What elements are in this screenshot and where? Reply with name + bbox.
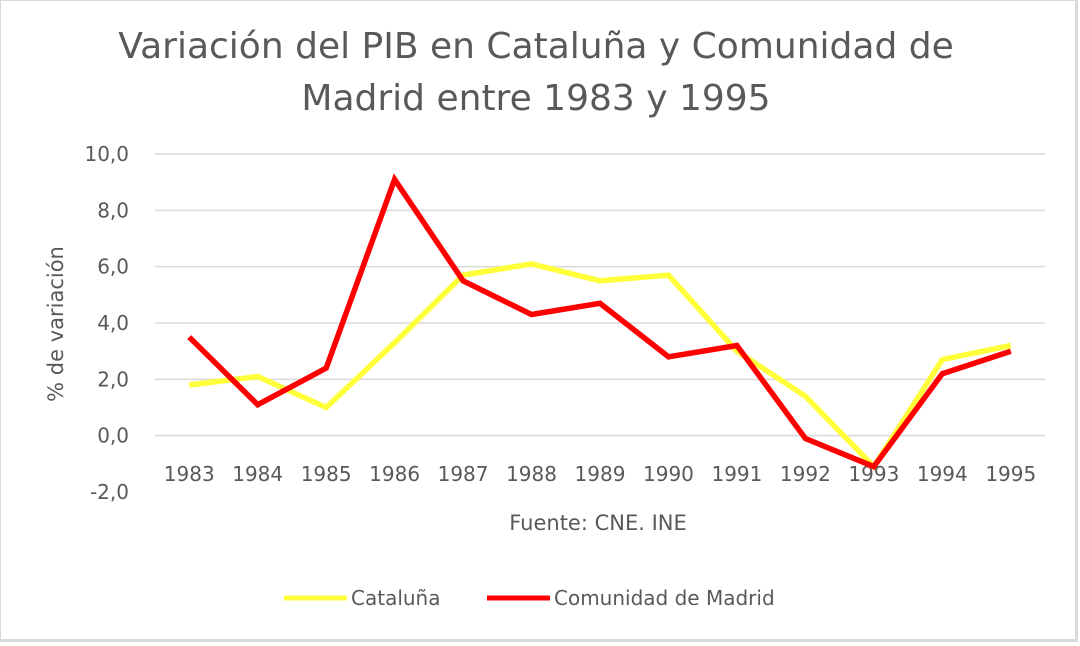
x-tick-label: 1992: [780, 462, 831, 486]
y-tick-label: 0,0: [97, 424, 129, 448]
legend-label-cataluna: Cataluña: [351, 586, 440, 610]
x-tick-label: 1990: [643, 462, 694, 486]
y-tick-label: 8,0: [97, 198, 129, 222]
x-tick-label: 1985: [301, 462, 352, 486]
x-tick-label: 1983: [164, 462, 215, 486]
chart-title-line-1: Variación del PIB en Cataluña y Comunida…: [118, 26, 954, 67]
legend: Cataluña Comunidad de Madrid: [284, 586, 775, 610]
chart-title-line-2: Madrid entre 1983 y 1995: [301, 78, 770, 119]
x-axis-ticks: 1983 1984 1985 1986 1987 1988 1989 1990 1991 1992…: [164, 462, 1036, 486]
x-tick-label: 1994: [917, 462, 968, 486]
series-lines: [187, 173, 1012, 472]
y-tick-label: 4,0: [97, 311, 129, 335]
x-tick-label: 1984: [232, 462, 283, 486]
y-axis-title: % de variación: [44, 246, 68, 402]
y-tick-label: 6,0: [97, 255, 129, 279]
legend-label-madrid: Comunidad de Madrid: [554, 586, 775, 610]
x-tick-label: 1986: [369, 462, 420, 486]
x-axis-title: Fuente: CNE. INE: [509, 511, 687, 535]
x-tick-label: 1988: [506, 462, 557, 486]
x-tick-label: 1987: [438, 462, 489, 486]
y-axis-ticks: -2,0 0,0 2,0 4,0 6,0 8,0 10,0: [84, 142, 129, 504]
y-tick-label: 2,0: [97, 367, 129, 391]
y-tick-label: 10,0: [84, 142, 129, 166]
y-tick-label: -2,0: [90, 480, 129, 504]
x-tick-label: 1991: [711, 462, 762, 486]
x-tick-label: 1995: [985, 462, 1036, 486]
x-tick-label: 1989: [575, 462, 626, 486]
